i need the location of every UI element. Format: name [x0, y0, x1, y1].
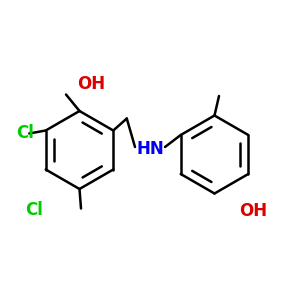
Text: OH: OH: [77, 75, 106, 93]
Text: OH: OH: [239, 202, 268, 220]
Text: Cl: Cl: [16, 124, 34, 142]
Text: HN: HN: [136, 140, 164, 158]
Text: Cl: Cl: [26, 201, 44, 219]
